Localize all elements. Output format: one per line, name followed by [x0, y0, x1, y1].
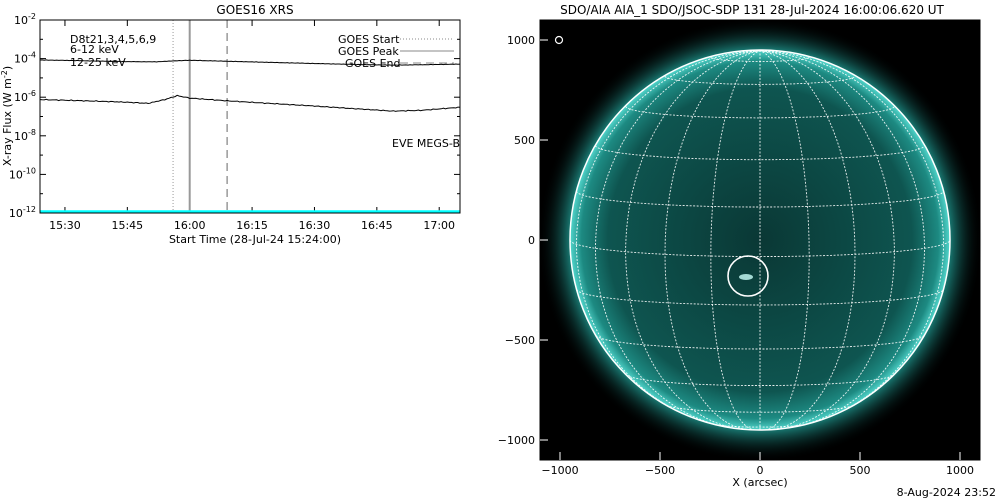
aia-x-tick-label: 0 — [757, 464, 764, 477]
goes-legend-high-energy: 12-25 keV — [70, 56, 126, 69]
aia-y-tick-label: 500 — [514, 134, 535, 147]
grid-parallel — [576, 190, 944, 208]
goes-plot-frame — [39, 19, 461, 214]
sun-limb — [569, 49, 951, 431]
flare-legend-label: AIA flare location — [567, 34, 661, 47]
aia-title: SDO/AIA AIA_1 SDO/JSOC-SDP 131 28-Jul-20… — [560, 3, 944, 17]
goes-xlabel: Start Time (28-Jul-24 15:24:00) — [169, 233, 341, 246]
grid-meridian — [710, 50, 761, 431]
aia-x-tick-label: −500 — [645, 464, 675, 477]
aia-x-tick-label: 1000 — [946, 464, 974, 477]
goes-x-tick-label: 15:45 — [111, 219, 143, 232]
grid-parallel — [713, 423, 807, 428]
goes-y-tick-label: 10-2 — [14, 12, 36, 27]
footer-timestamp: 8-Aug-2024 23:52 — [897, 486, 996, 499]
goes-series-line-1 — [40, 94, 460, 112]
aia-x-tick-label: −1000 — [541, 464, 578, 477]
grid-meridian — [759, 50, 856, 431]
goes-series — [40, 59, 460, 213]
goes-y-tick-label: 10-4 — [14, 51, 36, 66]
goes-series-line-0 — [40, 59, 460, 66]
aia-axes: −1000 −500 0 500 1000 −1000 −500 0 500 1000 — [498, 34, 974, 477]
grid-meridian — [595, 50, 761, 429]
goes-ylabel-close: ) — [1, 66, 14, 70]
goes-legend-end: GOES End — [345, 57, 401, 70]
grid-meridian — [759, 50, 810, 431]
flare-bright-kernel — [739, 274, 753, 280]
goes-y-tick-label: 10-10 — [9, 166, 36, 181]
goes-x-tick-label: 17:00 — [423, 219, 455, 232]
goes-y-tick-label: 10-12 — [9, 205, 36, 220]
aia-y-tick-label: 1000 — [507, 34, 535, 47]
goes-event-markers — [172, 20, 228, 213]
flare-legend-marker — [554, 35, 564, 45]
goes-ylabel-text: X-ray Flux (W m — [1, 78, 14, 166]
grid-meridian — [759, 50, 944, 420]
goes-legend-low-energy: 6-12 keV — [70, 43, 119, 56]
goes-y-tick-label: 10-6 — [14, 89, 36, 104]
grid-meridian — [576, 50, 761, 420]
aia-y-tick-label: −500 — [505, 334, 535, 347]
goes-ylabel-exponent: -2 — [0, 70, 9, 78]
grid-parallel — [626, 374, 894, 386]
goes-ylabel: X-ray Flux (W m-2) — [0, 66, 14, 166]
aia-y-tick-label: −1000 — [498, 434, 535, 447]
goes-x-tick-label: 15:30 — [49, 219, 81, 232]
goes-legend-start: GOES Start — [338, 33, 400, 46]
goes-legend-peak: GOES Peak — [338, 45, 399, 58]
grid-parallel — [576, 289, 944, 306]
goes-x-tick-label: 16:30 — [299, 219, 331, 232]
grid-parallel — [666, 404, 854, 413]
flare-circle — [727, 255, 769, 297]
aia-y-tick-label: 0 — [528, 234, 535, 247]
aia-x-tick-label: 500 — [850, 464, 871, 477]
goes-x-tick-label: 16:45 — [361, 219, 393, 232]
goes-x-tick-label: 16:15 — [236, 219, 268, 232]
heliographic-grid — [569, 50, 951, 431]
goes-x-tick-label: 16:00 — [174, 219, 206, 232]
goes-title: GOES16 XRS — [216, 3, 293, 17]
grid-meridian — [664, 50, 761, 431]
eve-megs-label: EVE MEGS-B — [392, 137, 460, 150]
goes-channels-label: D8t21,3,4,5,6,9 — [70, 33, 156, 46]
grid-meridian — [759, 50, 925, 429]
aia-xlabel: X (arcsec) — [732, 476, 787, 489]
goes-y-tick-label: 10-8 — [14, 128, 36, 143]
flare-location — [727, 255, 769, 297]
goes-axes: 15:30 15:45 16:00 16:15 16:30 16:45 17:00 10-12… — [9, 12, 460, 232]
